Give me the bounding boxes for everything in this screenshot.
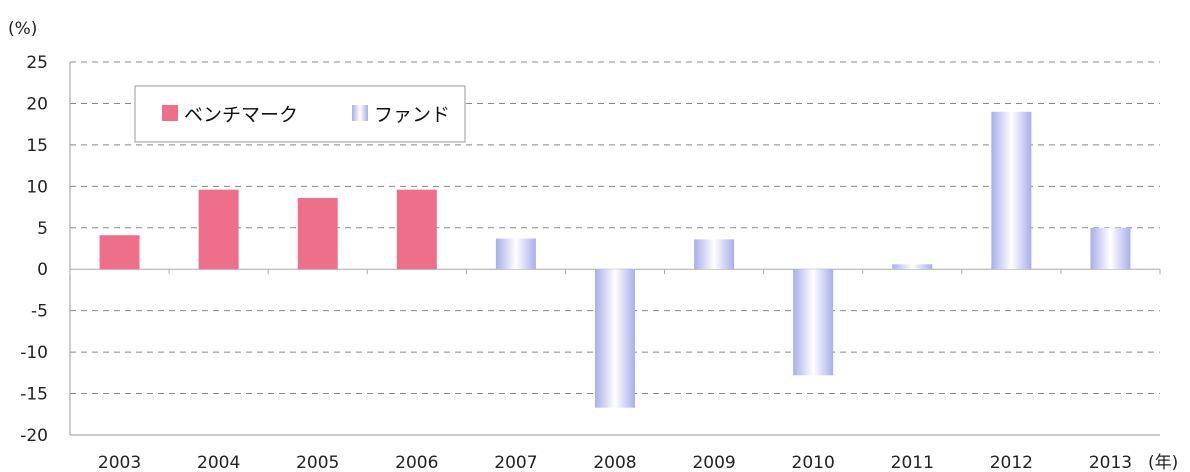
x-tick-label: 2011 bbox=[891, 453, 934, 472]
bar-fund bbox=[595, 269, 635, 408]
legend-swatch-fund bbox=[352, 105, 368, 121]
legend-swatch-benchmark bbox=[162, 105, 178, 121]
bars bbox=[99, 111, 1131, 408]
y-tick-label: -15 bbox=[20, 385, 48, 405]
x-tick-label: 2004 bbox=[197, 453, 240, 472]
legend-box bbox=[134, 85, 466, 143]
x-tick-labels: 2003 2004 2005 2006 2007 2008 2009 2010 2011 2012… bbox=[98, 453, 1132, 472]
x-unit-label: (年) bbox=[1148, 453, 1178, 472]
bar-benchmark bbox=[198, 189, 239, 270]
y-tick-label: 10 bbox=[26, 177, 48, 197]
legend: ベンチマーク ファンド bbox=[134, 85, 466, 143]
y-tick-label: 25 bbox=[26, 53, 48, 73]
x-tick-label: 2007 bbox=[494, 453, 537, 472]
bar-fund bbox=[892, 264, 933, 270]
x-tick-label: 2010 bbox=[792, 453, 835, 472]
y-tick-label: 0 bbox=[37, 260, 48, 280]
y-tick-label: -20 bbox=[20, 426, 48, 446]
bar-fund bbox=[694, 239, 735, 270]
x-tick-label: 2003 bbox=[98, 453, 141, 472]
y-tick-label: -5 bbox=[31, 302, 48, 322]
bar-benchmark bbox=[396, 189, 437, 270]
bar-benchmark bbox=[99, 235, 140, 270]
bar-fund bbox=[793, 269, 834, 376]
bar-fund bbox=[991, 111, 1032, 270]
y-tick-label: 20 bbox=[26, 94, 48, 114]
y-unit-label: (%) bbox=[8, 19, 37, 39]
legend-label-fund: ファンド bbox=[374, 104, 450, 126]
x-tick-label: 2008 bbox=[593, 453, 636, 472]
y-tick-label: -10 bbox=[20, 343, 48, 363]
x-tick-label: 2013 bbox=[1089, 453, 1132, 472]
bar-fund bbox=[495, 238, 536, 270]
y-tick-label: 5 bbox=[37, 219, 48, 239]
x-tick-label: 2009 bbox=[692, 453, 735, 472]
x-tick-label: 2006 bbox=[395, 453, 438, 472]
y-tick-label: 15 bbox=[26, 136, 48, 156]
legend-label-benchmark: ベンチマーク bbox=[184, 104, 298, 126]
x-tick-label: 2005 bbox=[296, 453, 339, 472]
bar-benchmark bbox=[297, 197, 338, 270]
y-tick-labels: 25 20 15 10 5 0 -5 -10 -15 -20 bbox=[20, 53, 48, 446]
x-tick-label: 2012 bbox=[990, 453, 1033, 472]
bar-fund bbox=[1090, 227, 1131, 270]
